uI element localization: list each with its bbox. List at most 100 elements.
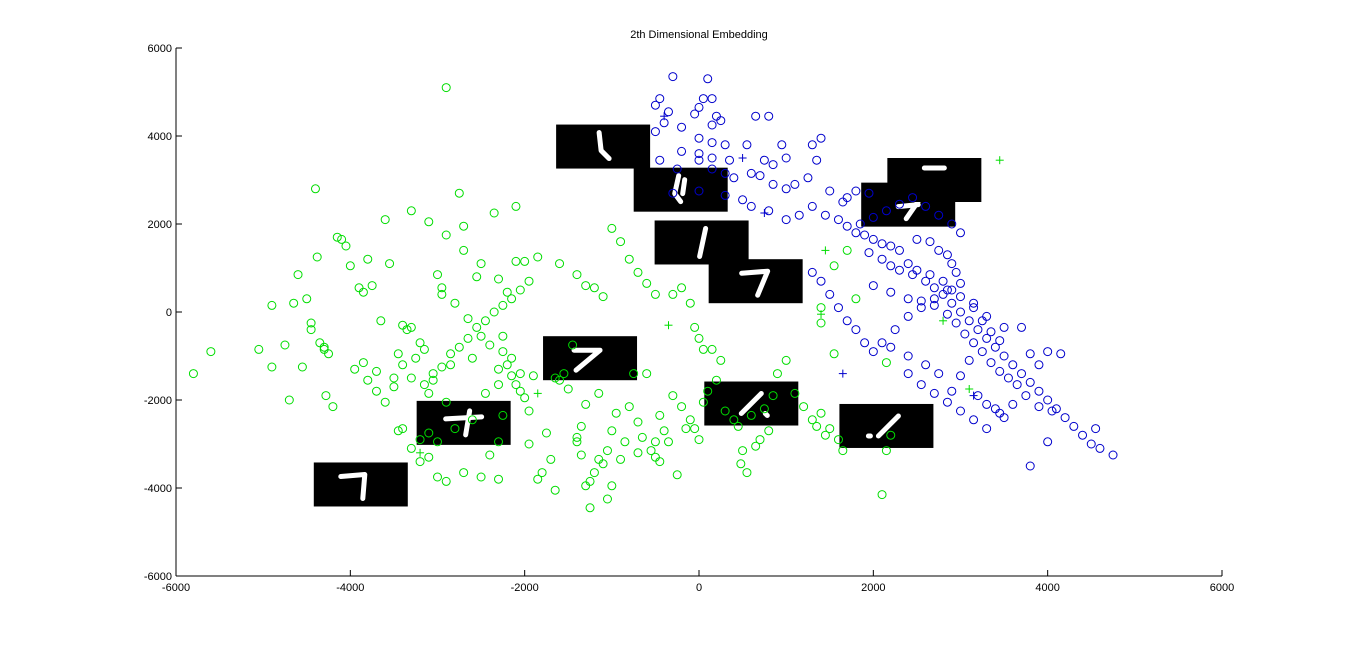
data-point — [1069, 421, 1079, 431]
data-point — [1021, 391, 1031, 401]
data-point — [677, 283, 687, 293]
data-point — [515, 369, 525, 379]
data-point — [912, 234, 922, 244]
data-point — [267, 300, 277, 310]
data-point — [982, 399, 992, 409]
data-point — [964, 355, 974, 365]
data-point — [1025, 349, 1035, 359]
data-point-plus — [939, 316, 948, 325]
data-point — [650, 127, 660, 137]
data-point — [650, 100, 660, 110]
data-point — [428, 375, 438, 385]
data-point — [485, 340, 495, 350]
data-point — [363, 375, 373, 385]
data-point — [990, 404, 1000, 414]
digit-stroke — [672, 173, 684, 205]
data-point — [685, 298, 695, 308]
data-point — [494, 364, 504, 374]
data-point — [707, 120, 717, 130]
data-point — [868, 281, 878, 291]
data-point — [825, 424, 835, 434]
data-point — [947, 386, 957, 396]
x-tick-label: 6000 — [1210, 582, 1234, 594]
data-point — [781, 215, 791, 225]
data-point — [1086, 439, 1096, 449]
digit-stroke — [463, 408, 473, 438]
data-point — [986, 327, 996, 337]
data-point — [498, 300, 508, 310]
data-point — [494, 437, 504, 447]
data-point — [415, 435, 425, 445]
data-point — [1047, 406, 1057, 416]
data-point — [707, 153, 717, 163]
data-point — [655, 410, 665, 420]
data-point — [1108, 450, 1118, 460]
data-point — [668, 188, 678, 198]
data-point — [642, 369, 652, 379]
data-point — [616, 454, 626, 464]
data-point — [321, 391, 331, 401]
data-point — [511, 256, 521, 266]
data-point — [476, 472, 486, 482]
digit-thumbnail — [654, 220, 749, 265]
data-point — [711, 111, 721, 121]
data-point — [886, 287, 896, 297]
data-point — [860, 230, 870, 240]
data-point — [694, 186, 704, 196]
data-point — [428, 369, 438, 379]
data-point — [736, 459, 746, 469]
data-point — [864, 248, 874, 258]
data-point — [450, 424, 460, 434]
data-point — [476, 259, 486, 269]
data-point — [868, 347, 878, 357]
data-point — [607, 481, 617, 491]
data-point — [502, 360, 512, 370]
data-point — [306, 318, 316, 328]
data-point — [825, 186, 835, 196]
data-point — [659, 426, 669, 436]
data-point — [851, 325, 861, 335]
data-point — [947, 259, 957, 269]
data-point — [602, 446, 612, 456]
data-point — [393, 349, 403, 359]
data-point — [816, 276, 826, 286]
thumbnail-layer — [313, 124, 982, 507]
data-point — [1056, 349, 1066, 359]
data-point — [620, 437, 630, 447]
data-point — [742, 468, 752, 478]
data-point — [406, 322, 416, 332]
data-point — [267, 362, 277, 372]
data-point — [677, 146, 687, 156]
data-point — [668, 289, 678, 299]
thumbnail-background — [416, 400, 511, 445]
data-point — [367, 281, 377, 291]
data-point — [568, 340, 578, 350]
data-point — [929, 294, 939, 304]
digit-thumbnail — [704, 381, 799, 426]
data-point — [807, 415, 817, 425]
data-point — [781, 184, 791, 194]
data-point — [633, 448, 643, 458]
data-point — [956, 307, 965, 317]
data-point — [398, 320, 408, 330]
data-point — [790, 388, 800, 398]
data-point — [1060, 413, 1070, 423]
data-point — [694, 102, 704, 112]
data-point — [969, 298, 979, 308]
data-point — [751, 441, 761, 451]
data-point — [637, 432, 647, 442]
data-point — [480, 316, 490, 326]
data-point — [446, 360, 456, 370]
data-point — [755, 171, 765, 181]
data-point — [594, 454, 604, 464]
data-point — [524, 406, 534, 416]
data-point — [507, 294, 517, 304]
data-point — [777, 140, 787, 150]
data-point — [424, 428, 434, 438]
data-point — [589, 468, 599, 478]
data-point — [703, 386, 713, 396]
data-point-plus — [760, 209, 769, 217]
data-point — [746, 410, 756, 420]
data-point — [833, 215, 843, 225]
digit-stroke — [762, 411, 770, 419]
